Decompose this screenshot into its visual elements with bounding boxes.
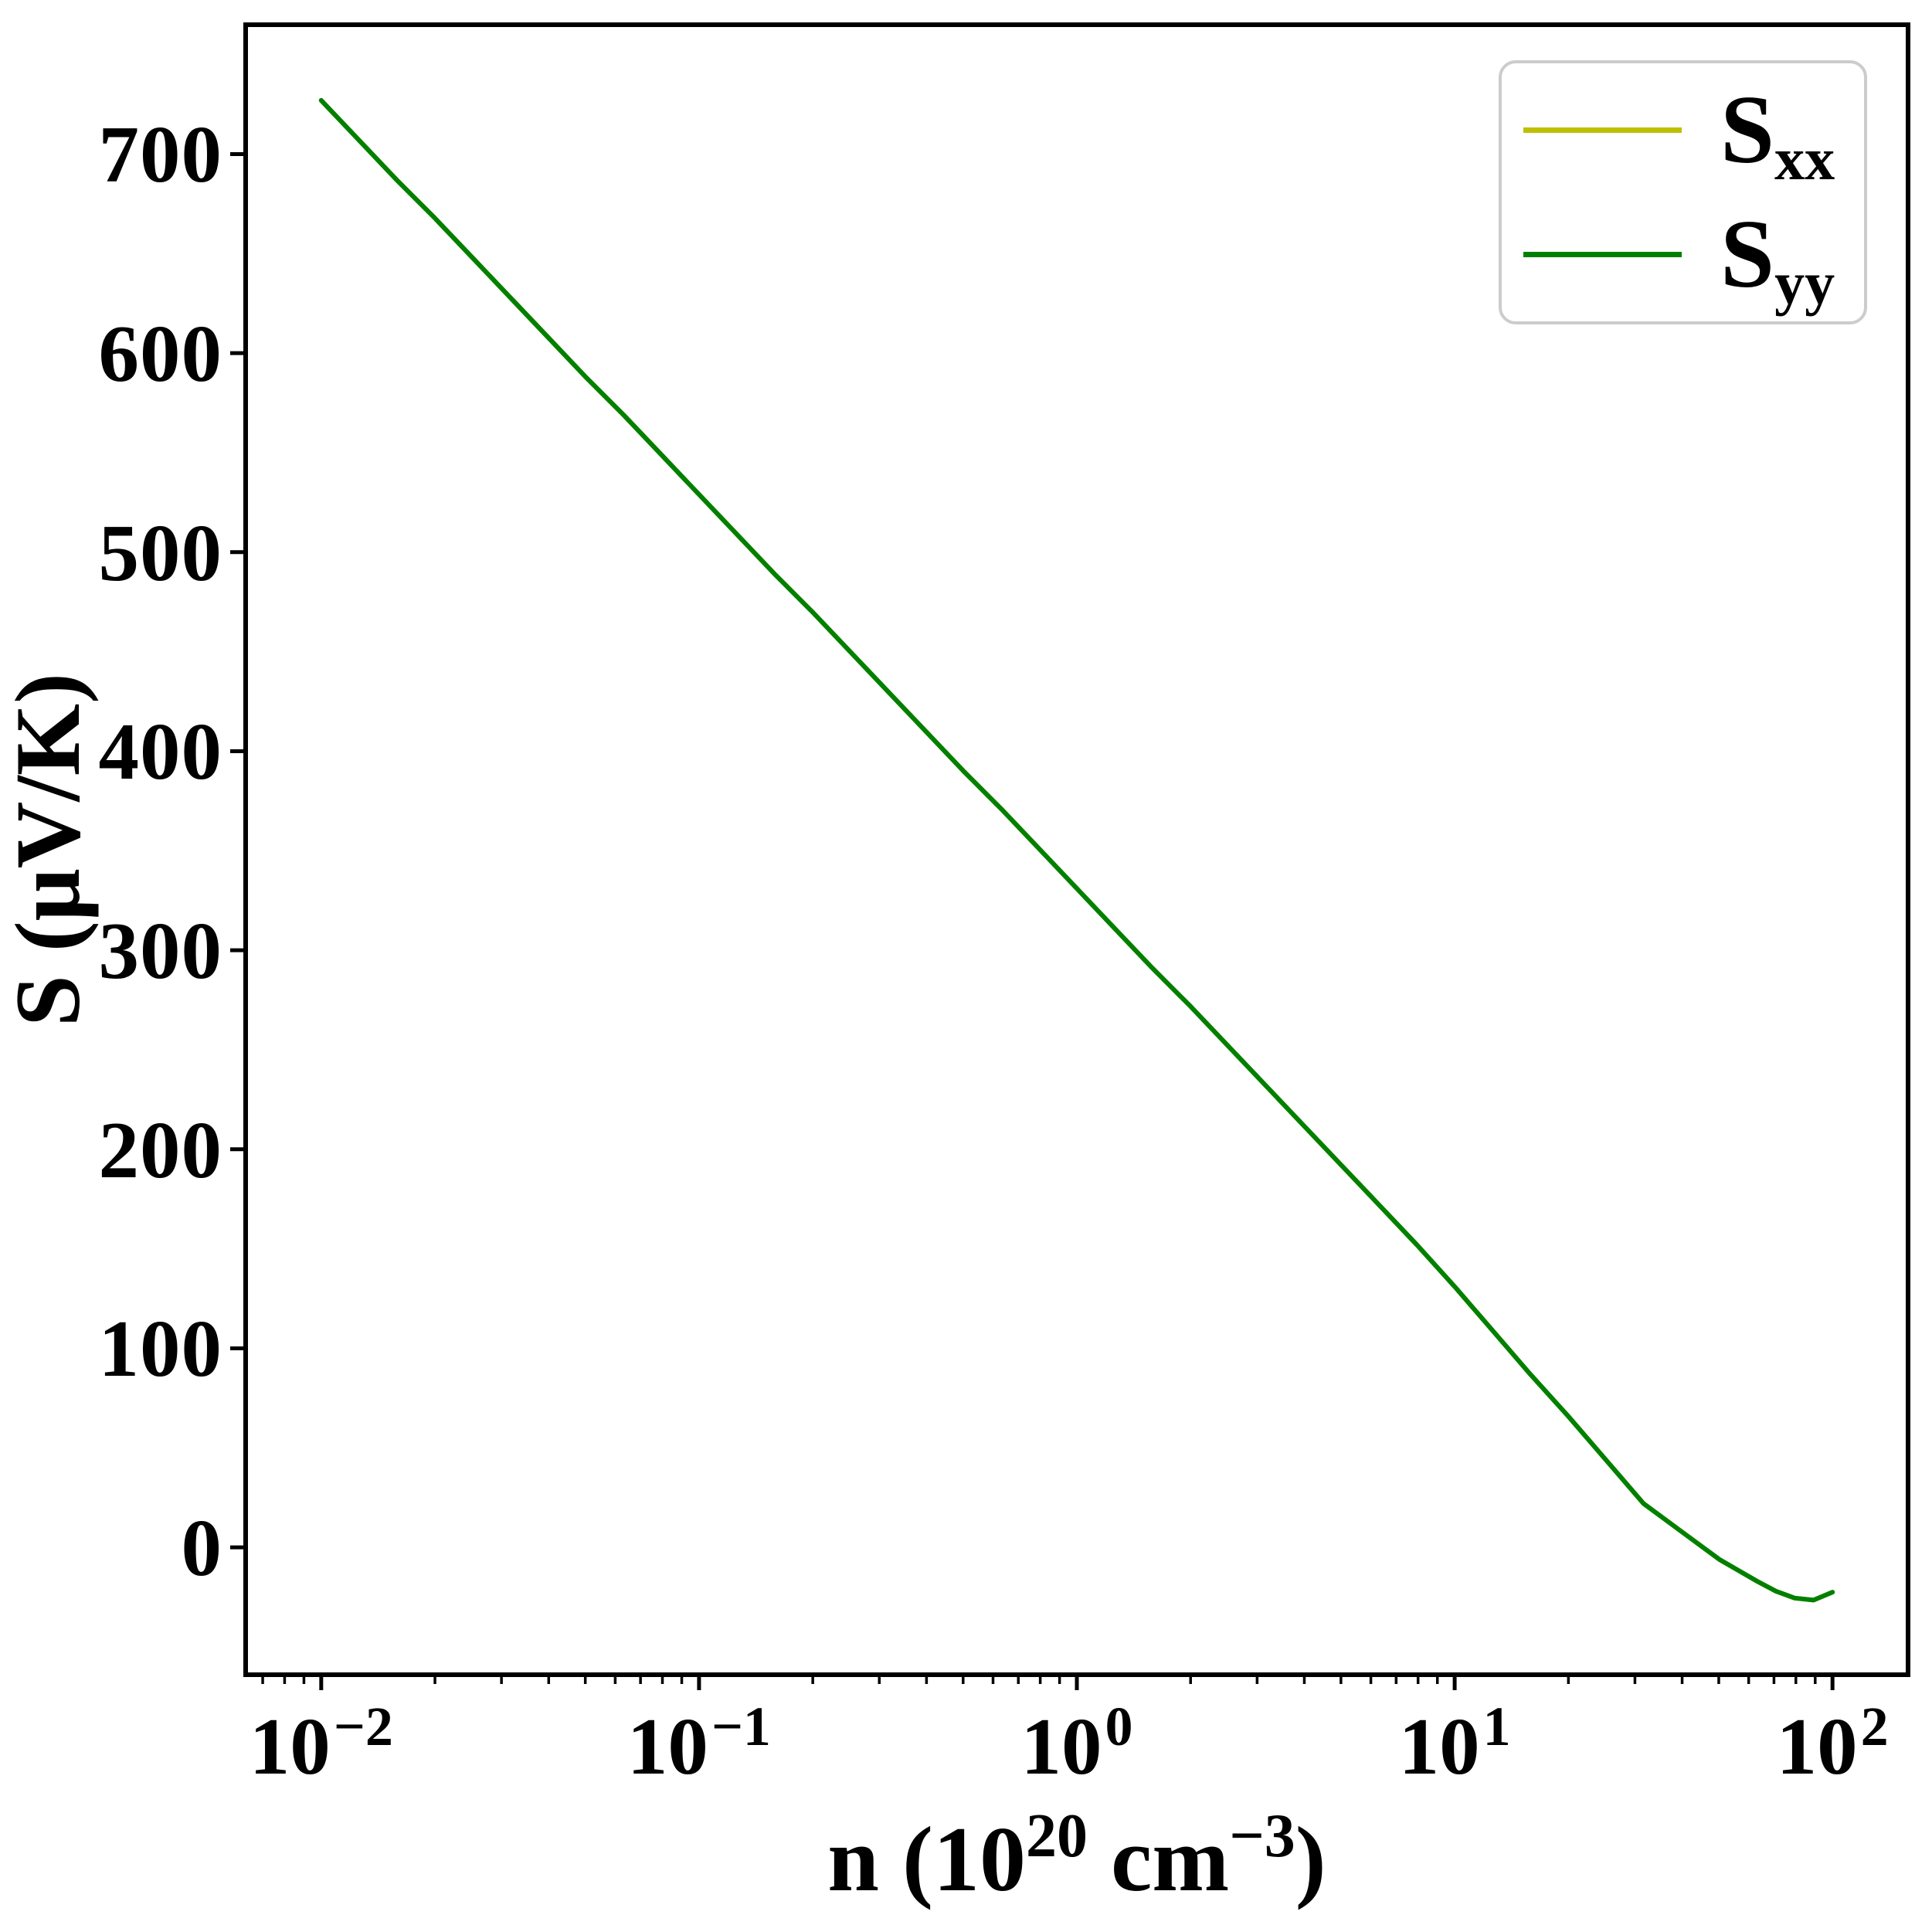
x-axis-label: n (1020 cm−3) [613, 1802, 1540, 1920]
series-syy-line [318, 97, 1835, 1603]
x-axis-label-prefix: n (10 [827, 1808, 1026, 1910]
x-axis-label-exponent: 20 [1025, 1802, 1088, 1870]
x-axis-label-mid: cm [1087, 1808, 1230, 1910]
legend: Sxx Syy [1499, 60, 1867, 324]
y-tick-label: 400 [98, 706, 222, 797]
y-tick-label: 600 [98, 308, 222, 399]
y-axis-label: S (μV/K) [0, 672, 99, 1027]
x-tick-label: 10−1 [626, 1695, 771, 1791]
series-sxx-line [318, 97, 1835, 1603]
legend-entry-syy: Syy [1502, 200, 1864, 317]
y-tick-label: 300 [98, 905, 222, 996]
y-tick-label: 200 [98, 1104, 222, 1195]
y-tick-label: 0 [181, 1502, 222, 1594]
legend-line-syy [1523, 252, 1682, 257]
legend-label-syy: Syy [1720, 200, 1835, 317]
x-axis-label-suffix: ) [1295, 1808, 1326, 1910]
legend-entry-sxx: Sxx [1502, 76, 1864, 192]
axes-spines [243, 22, 1910, 1677]
x-tick-label: 10−2 [249, 1695, 393, 1791]
x-axis-label-exponent-2: −3 [1229, 1802, 1295, 1870]
x-tick-label: 100 [1020, 1695, 1133, 1791]
x-tick-label: 102 [1776, 1695, 1889, 1791]
x-tick-label: 101 [1398, 1695, 1511, 1791]
legend-label-sxx: Sxx [1720, 76, 1835, 192]
y-tick-label: 700 [98, 109, 222, 200]
legend-line-sxx [1523, 127, 1682, 133]
y-tick-label: 500 [98, 507, 222, 598]
y-tick-label: 100 [98, 1303, 222, 1394]
